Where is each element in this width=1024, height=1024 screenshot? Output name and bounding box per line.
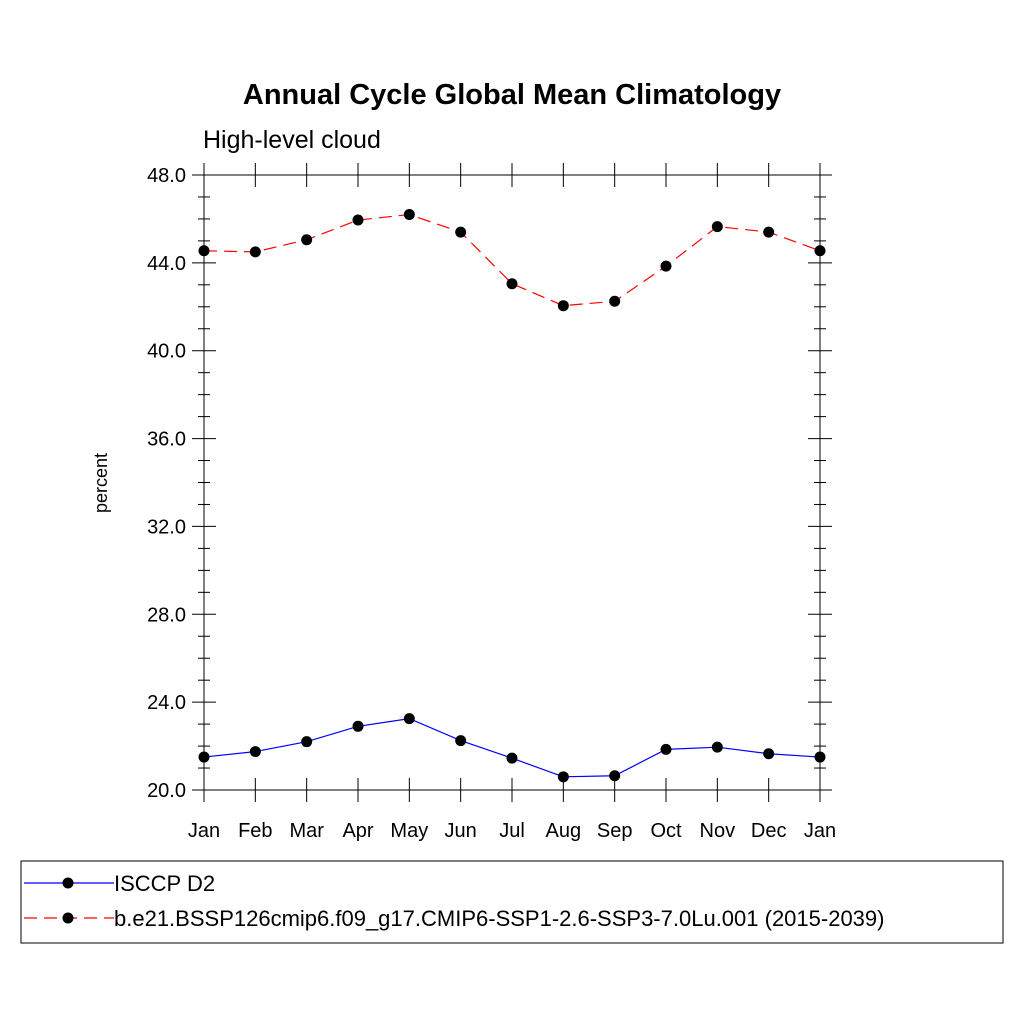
y-tick-label: 48.0 — [147, 165, 186, 187]
data-point-series-0 — [763, 748, 775, 760]
plot-area: 20.0 24.0 28.0 32.0 36.0 40.0 44.0 48.0 Jan Feb Ma… — [147, 163, 836, 842]
data-point-series-0 — [609, 770, 621, 782]
data-point-series-0 — [249, 746, 261, 758]
data-point-series-1 — [403, 209, 415, 221]
chart-title: Annual Cycle Global Mean Climatology — [243, 79, 781, 111]
data-point-series-1 — [557, 300, 569, 312]
data-point-series-1 — [763, 226, 775, 238]
x-tick-label: May — [390, 820, 428, 842]
data-point-series-1 — [301, 234, 313, 246]
data-point-series-1 — [249, 246, 261, 258]
data-point-series-1 — [711, 221, 723, 233]
data-point-series-0 — [814, 751, 826, 763]
data-point-series-1 — [352, 214, 364, 226]
plot-frame — [203, 174, 821, 791]
chart-subtitle: High-level cloud — [203, 126, 381, 154]
x-tick-label: Apr — [342, 820, 373, 842]
y-tick-label: 36.0 — [147, 429, 186, 451]
data-point-series-1 — [609, 295, 621, 307]
data-point-series-0 — [352, 720, 364, 732]
legend-box — [20, 860, 1004, 944]
x-tick-label: Aug — [546, 820, 582, 842]
y-tick-label: 28.0 — [147, 604, 186, 626]
data-point-series-1 — [814, 245, 826, 257]
series-line-0 — [203, 717, 821, 778]
legend: ISCCP D2 b.e21.BSSP126cmip6.f09_g17.CMIP… — [24, 871, 884, 931]
x-tick-label: Jan — [188, 820, 220, 842]
x-tick-label: Jun — [445, 820, 477, 842]
series-line-1 — [203, 213, 821, 307]
x-tick-label: Oct — [650, 820, 682, 842]
y-tick-label: 32.0 — [147, 516, 186, 538]
data-point-series-0 — [198, 751, 210, 763]
y-axis-label: percent — [91, 453, 111, 513]
legend-marker-model — [62, 912, 74, 924]
y-tick-label: 20.0 — [147, 780, 186, 802]
data-point-series-0 — [403, 713, 415, 725]
data-point-series-0 — [557, 771, 569, 783]
legend-label-model: b.e21.BSSP126cmip6.f09_g17.CMIP6-SSP1-2.… — [114, 906, 884, 931]
data-point-series-1 — [660, 260, 672, 272]
x-tick-label: Dec — [751, 820, 787, 842]
y-tick-label: 40.0 — [147, 341, 186, 363]
x-tick-label: Jul — [499, 820, 525, 842]
data-point-series-0 — [506, 752, 518, 764]
data-point-series-0 — [711, 741, 723, 753]
data-point-series-1 — [506, 278, 518, 290]
x-tick-label: Feb — [238, 820, 272, 842]
x-tick-label: Sep — [597, 820, 633, 842]
data-point-series-0 — [455, 735, 467, 747]
data-point-series-1 — [198, 245, 210, 257]
legend-label-isccp: ISCCP D2 — [114, 871, 215, 896]
x-tick-label: Nov — [700, 820, 736, 842]
x-tick-label: Mar — [289, 820, 324, 842]
data-point-series-0 — [301, 736, 313, 748]
data-point-series-0 — [660, 743, 672, 755]
y-tick-label: 44.0 — [147, 253, 186, 275]
data-point-series-1 — [455, 226, 467, 238]
legend-marker-isccp — [62, 877, 74, 889]
y-tick-label: 24.0 — [147, 692, 186, 714]
x-tick-label: Jan — [804, 820, 836, 842]
